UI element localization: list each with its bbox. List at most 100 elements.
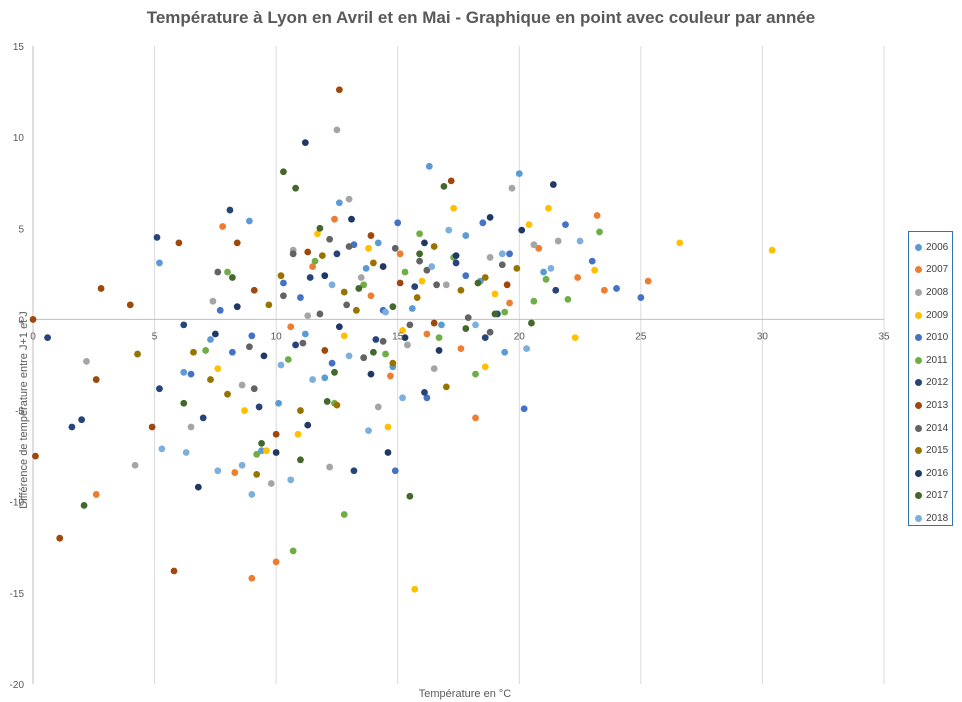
data-point-2013 bbox=[92, 376, 100, 383]
data-point-2013 bbox=[233, 239, 241, 247]
data-point-2010 bbox=[479, 219, 487, 227]
data-point-2016 bbox=[435, 347, 443, 354]
data-point-2008 bbox=[333, 126, 341, 134]
data-point-2011 bbox=[284, 356, 292, 363]
data-point-2017 bbox=[389, 303, 397, 311]
data-point-2011 bbox=[564, 295, 572, 303]
data-point-2012 bbox=[411, 283, 419, 291]
legend-swatch bbox=[915, 447, 922, 455]
data-point-2017 bbox=[355, 285, 363, 292]
data-point-2009 bbox=[384, 423, 392, 431]
data-point-2015 bbox=[413, 294, 421, 301]
legend-label: 2006 bbox=[926, 241, 949, 253]
data-point-2015 bbox=[352, 306, 360, 314]
y-tick-label: 10 bbox=[13, 133, 25, 144]
data-point-2008 bbox=[530, 241, 538, 249]
x-tick-label: 20 bbox=[514, 331, 526, 342]
data-point-2017 bbox=[228, 274, 236, 281]
y-tick-label: -15 bbox=[10, 589, 25, 600]
data-point-2015 bbox=[134, 350, 141, 358]
data-point-2011 bbox=[289, 547, 297, 555]
data-point-2014 bbox=[250, 385, 258, 393]
legend-item-2006: 2006 bbox=[909, 236, 952, 259]
data-point-2013 bbox=[250, 286, 258, 294]
data-point-2016 bbox=[549, 181, 557, 188]
data-point-2015 bbox=[430, 243, 438, 250]
data-point-2010 bbox=[520, 405, 528, 413]
data-point-2006 bbox=[207, 336, 214, 343]
y-tick-label: -20 bbox=[10, 680, 25, 691]
data-point-2010 bbox=[637, 294, 645, 301]
data-point-2018 bbox=[428, 263, 436, 270]
data-point-2017 bbox=[316, 224, 324, 232]
data-point-2018 bbox=[365, 427, 372, 435]
data-point-2016 bbox=[486, 213, 494, 221]
data-point-2013 bbox=[304, 248, 312, 256]
data-point-2015 bbox=[442, 383, 450, 391]
data-point-2008 bbox=[131, 461, 139, 469]
data-point-2012 bbox=[481, 334, 489, 342]
data-point-2015 bbox=[224, 390, 231, 398]
data-point-2014 bbox=[498, 261, 506, 269]
data-point-2007 bbox=[331, 215, 338, 223]
data-point-2010 bbox=[328, 359, 336, 367]
data-point-2013 bbox=[148, 423, 156, 431]
data-point-2017 bbox=[297, 456, 304, 464]
data-point-2016 bbox=[194, 483, 202, 491]
data-point-2015 bbox=[389, 359, 397, 367]
data-point-2007 bbox=[457, 345, 465, 352]
data-point-2015 bbox=[190, 348, 197, 356]
legend-label: 2016 bbox=[926, 467, 949, 479]
data-point-2015 bbox=[333, 401, 341, 409]
y-tick-label: 15 bbox=[13, 42, 25, 53]
data-point-2010 bbox=[588, 257, 596, 265]
data-point-2006 bbox=[515, 170, 523, 178]
data-point-2011 bbox=[542, 275, 550, 283]
data-point-2009 bbox=[340, 332, 348, 340]
data-point-2016 bbox=[401, 334, 409, 342]
legend-swatch bbox=[915, 243, 922, 251]
data-point-2017 bbox=[280, 168, 287, 176]
data-point-2016 bbox=[272, 449, 280, 456]
data-point-2009 bbox=[399, 326, 406, 334]
legend-label: 2018 bbox=[926, 512, 949, 524]
data-point-2014 bbox=[299, 339, 307, 347]
data-point-2007 bbox=[472, 414, 479, 422]
data-point-2008 bbox=[304, 312, 312, 320]
data-point-2006 bbox=[335, 199, 343, 207]
data-point-2013 bbox=[97, 285, 105, 292]
data-point-2014 bbox=[416, 257, 423, 265]
data-point-2006 bbox=[301, 330, 309, 338]
data-point-2017 bbox=[331, 368, 338, 376]
data-point-2009 bbox=[411, 585, 419, 593]
data-point-2015 bbox=[318, 252, 326, 260]
data-point-2013 bbox=[170, 567, 178, 575]
data-point-2012 bbox=[452, 259, 460, 267]
data-point-2015 bbox=[277, 272, 285, 280]
data-point-2012 bbox=[372, 336, 380, 343]
data-point-2010 bbox=[613, 285, 620, 292]
y-tick-label: -5 bbox=[15, 407, 24, 418]
legend-label: 2009 bbox=[926, 309, 949, 321]
data-point-2010 bbox=[280, 279, 287, 287]
data-point-2014 bbox=[214, 268, 222, 276]
data-point-2006 bbox=[462, 232, 470, 239]
x-tick-label: 0 bbox=[30, 331, 36, 342]
data-point-2018 bbox=[287, 476, 295, 484]
legend-item-2010: 2010 bbox=[909, 326, 952, 349]
data-point-2013 bbox=[56, 534, 64, 542]
y-tick-label: 0 bbox=[18, 315, 24, 326]
data-point-2009 bbox=[294, 430, 302, 438]
legend-item-2017: 2017 bbox=[909, 485, 952, 508]
data-point-2007 bbox=[600, 286, 608, 294]
data-point-2008 bbox=[374, 403, 382, 411]
legend-label: 2007 bbox=[926, 264, 949, 276]
legend-item-2009: 2009 bbox=[909, 304, 952, 327]
legend-swatch bbox=[915, 424, 922, 432]
data-point-2016 bbox=[348, 215, 355, 223]
data-point-2014 bbox=[245, 343, 253, 351]
data-point-2014 bbox=[391, 244, 399, 252]
data-point-2006 bbox=[321, 374, 329, 382]
data-point-2018 bbox=[158, 445, 166, 453]
data-point-2018 bbox=[248, 491, 256, 498]
